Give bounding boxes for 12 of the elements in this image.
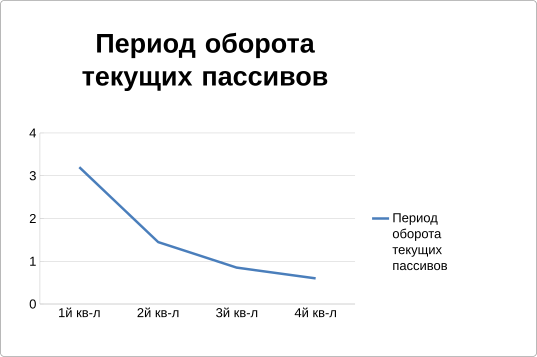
x-tick-label: 1й кв-л: [59, 308, 100, 318]
y-tick-label: 2: [30, 214, 36, 224]
legend-label: Период оборота текущих пассивов: [392, 213, 448, 270]
y-tick-label: 0: [30, 299, 36, 309]
chart-title: Период оборота текущих пассивов: [82, 32, 328, 92]
y-tick-label: 3: [30, 171, 36, 180]
x-tick-label: 2й кв-л: [138, 308, 178, 318]
x-tick-label: 3й кв-л: [216, 308, 258, 318]
line-series: [78, 166, 317, 280]
y-tick-label: 4: [29, 128, 36, 138]
x-tick-label: 4й кв-л: [294, 308, 336, 318]
y-tick-label: 1: [30, 256, 36, 266]
